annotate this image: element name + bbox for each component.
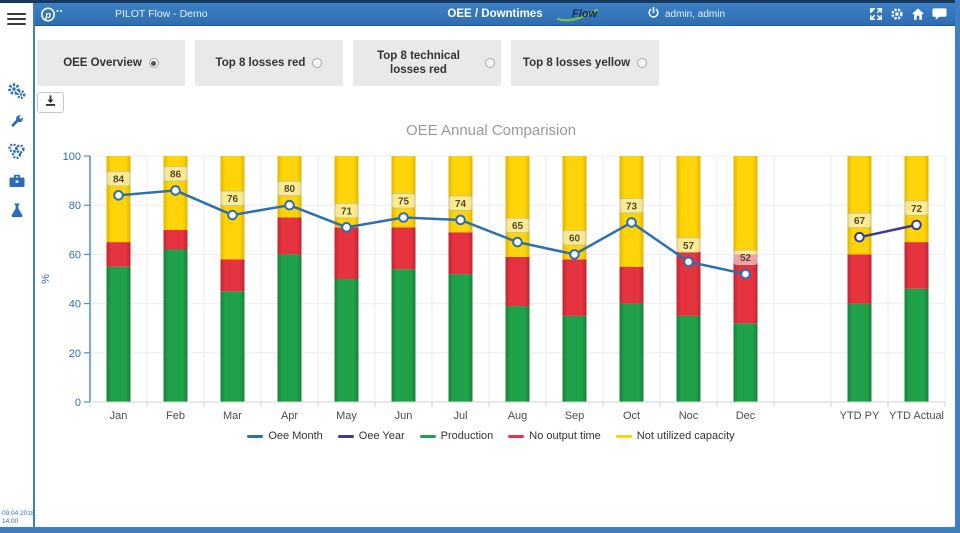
svg-text:Apr: Apr (281, 410, 298, 422)
window-right-border (955, 0, 960, 533)
chart-title: OEE Annual Comparision (405, 122, 577, 139)
svg-text:73: 73 (626, 201, 638, 212)
tab-label: OEE Overview (63, 56, 142, 69)
tab-oee-overview[interactable]: OEE Overview (37, 40, 185, 86)
legend-swatch (615, 434, 632, 438)
legend-item-production[interactable]: Production (419, 430, 494, 442)
legend-item-not-utilized-capacity[interactable]: Not utilized capacity (615, 430, 735, 442)
svg-text:YTD PY: YTD PY (840, 410, 880, 422)
svg-text:65: 65 (512, 221, 524, 232)
svg-text:75: 75 (398, 197, 410, 208)
window-top-border (0, 0, 960, 3)
legend-swatch (508, 434, 525, 438)
svg-text:p: p (44, 10, 51, 21)
power-icon[interactable] (647, 6, 660, 22)
coins-stack-icon[interactable] (7, 142, 26, 160)
legend-item-oee-year[interactable]: Oee Year (337, 430, 405, 442)
legend-label: No output time (529, 430, 601, 442)
legend-item-oee-month[interactable]: Oee Month (247, 430, 323, 442)
flow-logo-text: Flow (572, 8, 598, 20)
svg-text:May: May (336, 410, 357, 422)
svg-text:Noc: Noc (679, 410, 699, 422)
tab-top-8-losses-red[interactable]: Top 8 losses red (195, 40, 343, 86)
tab-top-8-technical-losses-red[interactable]: Top 8 technical losses red (353, 40, 501, 86)
radio-icon[interactable] (312, 58, 323, 68)
pilot-logo-icon: p (39, 6, 69, 28)
svg-text:Mar: Mar (223, 410, 242, 422)
download-icon (44, 94, 57, 112)
main-content: OEE Overview Top 8 losses red Top 8 techni… (35, 26, 955, 527)
legend-label: Oee Month (268, 430, 323, 442)
svg-text:20: 20 (69, 348, 81, 360)
radio-selected-icon[interactable] (148, 58, 159, 68)
legend-swatch (419, 434, 436, 438)
radio-icon[interactable] (637, 58, 648, 68)
report-tabs: OEE Overview Top 8 losses red Top 8 techni… (37, 40, 659, 86)
fullscreen-icon[interactable] (869, 7, 883, 21)
left-sidebar: 09.04.2018 14:00 (0, 3, 35, 527)
settings-gear-icon[interactable] (890, 7, 904, 21)
svg-text:Jun: Jun (395, 410, 413, 422)
status-datetime: 09.04.2018 14:00 (2, 510, 35, 525)
svg-text:76: 76 (227, 194, 239, 205)
page-title: OEE / Downtimes (447, 8, 543, 20)
svg-text:86: 86 (170, 169, 182, 180)
legend-swatch (247, 434, 264, 438)
svg-text:YTD Actual: YTD Actual (889, 410, 944, 422)
svg-text:%: % (40, 274, 52, 284)
home-icon[interactable] (911, 7, 925, 21)
tab-label: Top 8 losses yellow (522, 56, 631, 69)
legend-swatch (337, 434, 354, 438)
top-header-bar: p PILOT Flow - Demo OEE / Downtimes Flow… (35, 3, 955, 26)
oee-annual-chart[interactable]: 0 20 40 60 80 100 Jan Feb Mar Apr May Jun Jul Aug Sep O… (35, 144, 947, 428)
svg-text:Jan: Jan (110, 410, 128, 422)
svg-text:74: 74 (455, 199, 467, 210)
svg-text:71: 71 (341, 206, 353, 217)
chart-legend: Oee Month Oee Year Production No output tim… (35, 430, 947, 442)
radio-icon[interactable] (485, 58, 495, 68)
svg-text:80: 80 (284, 184, 296, 195)
svg-text:Jul: Jul (453, 410, 467, 422)
svg-text:Oct: Oct (623, 410, 640, 422)
svg-text:Dec: Dec (736, 410, 756, 422)
svg-text:40: 40 (69, 299, 81, 311)
tab-top-8-losses-yellow[interactable]: Top 8 losses yellow (511, 40, 659, 86)
svg-text:60: 60 (69, 249, 81, 261)
window-bottom-border (0, 527, 960, 533)
legend-label: Not utilized capacity (636, 430, 735, 442)
svg-text:72: 72 (911, 204, 923, 215)
svg-text:80: 80 (69, 200, 81, 212)
svg-text:0: 0 (75, 397, 81, 409)
flow-logo: Flow (555, 6, 601, 28)
svg-text:52: 52 (740, 253, 752, 264)
legend-item-no-output-time[interactable]: No output time (508, 430, 601, 442)
tab-label: Top 8 losses red (215, 56, 306, 69)
svg-text:Feb: Feb (166, 410, 185, 422)
legend-label: Oee Year (358, 430, 405, 442)
chat-icon[interactable] (932, 7, 947, 21)
svg-text:57: 57 (683, 241, 695, 252)
svg-text:60: 60 (569, 233, 581, 244)
wrench-icon[interactable] (8, 113, 25, 130)
legend-label: Production (440, 430, 494, 442)
svg-text:100: 100 (63, 151, 81, 163)
svg-text:67: 67 (854, 216, 866, 227)
svg-text:Aug: Aug (508, 410, 528, 422)
flask-icon[interactable] (9, 202, 25, 219)
tab-label: Top 8 technical losses red (377, 49, 460, 76)
svg-text:84: 84 (113, 174, 125, 185)
app-brand-text: PILOT Flow - Demo (115, 8, 208, 20)
toolbox-icon[interactable] (8, 173, 26, 189)
download-chart-button[interactable] (37, 92, 64, 113)
svg-text:Sep: Sep (565, 410, 585, 422)
logged-in-user: admin, admin (665, 8, 726, 20)
menu-hamburger-icon[interactable] (5, 8, 29, 30)
gears-icon[interactable] (7, 82, 26, 100)
